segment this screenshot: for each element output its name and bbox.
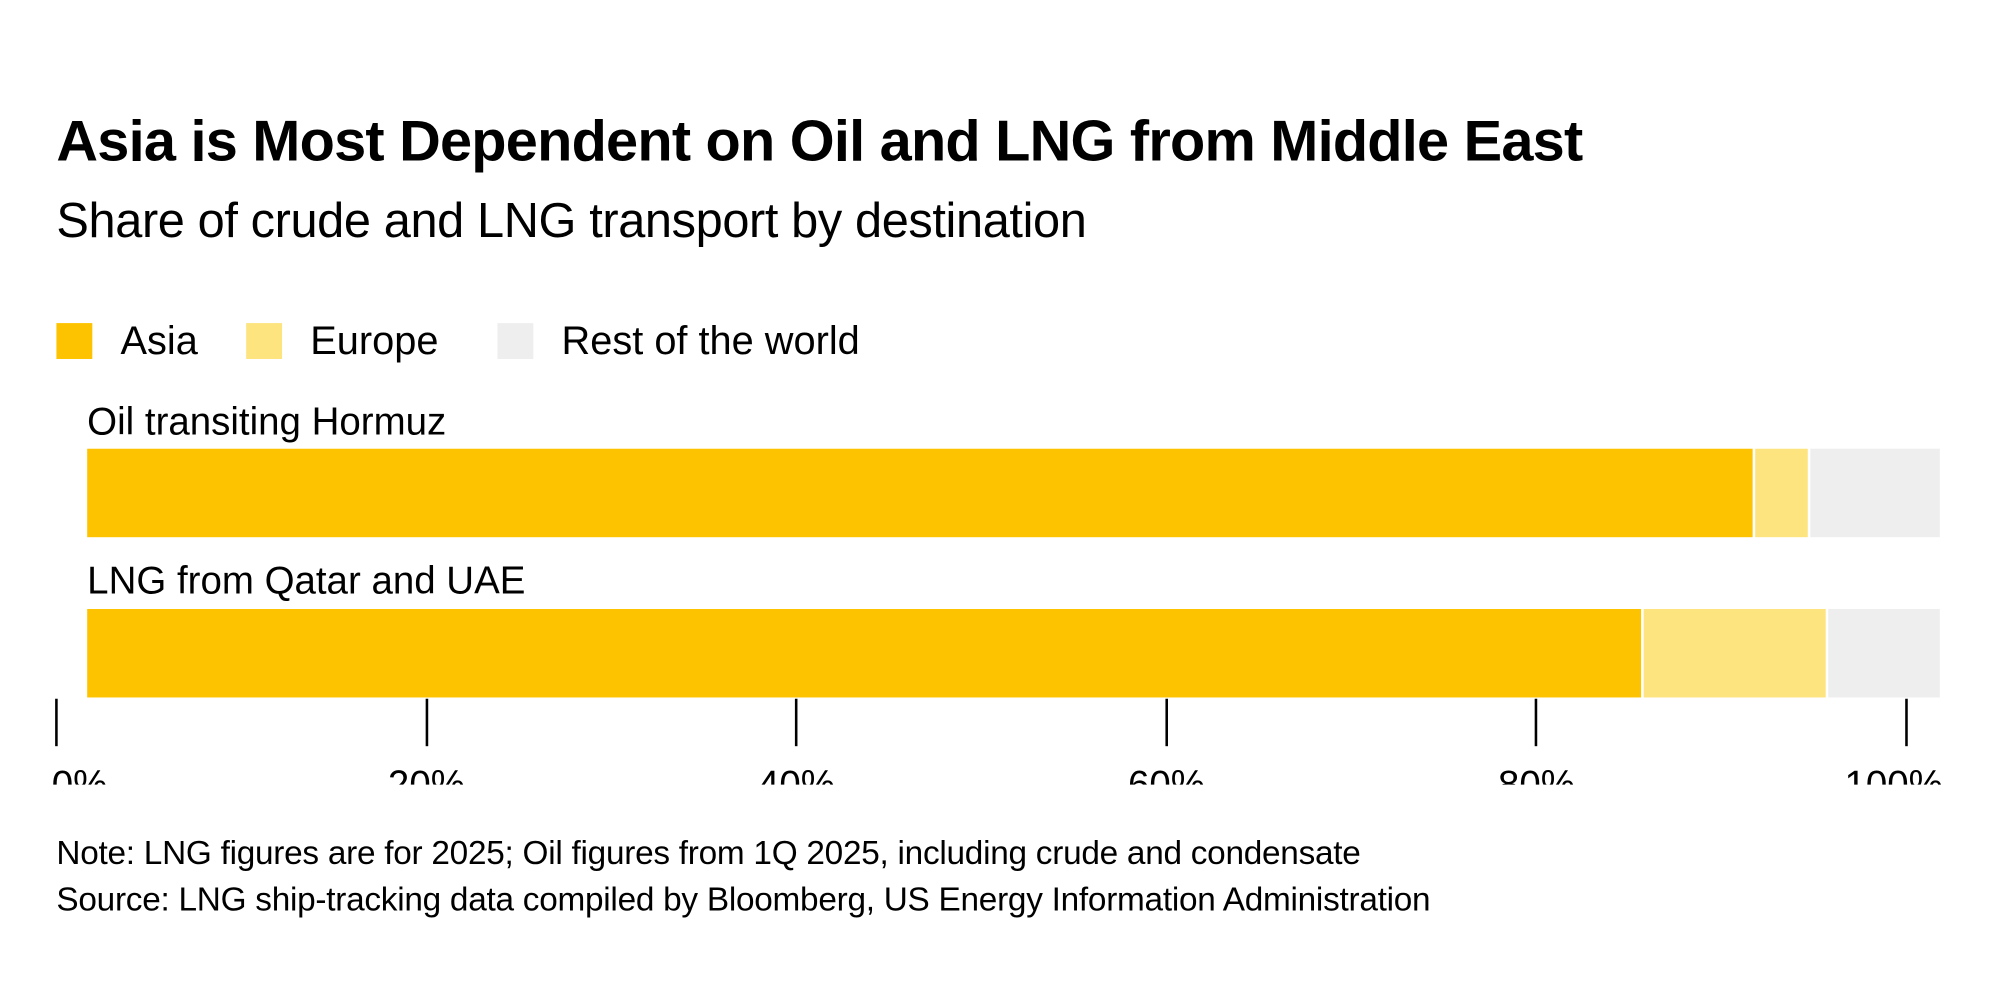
x-tick-label: 40% — [758, 764, 835, 785]
chart-note: Note: LNG figures are for 2025; Oil figu… — [56, 833, 1361, 872]
legend-label: Europe — [310, 317, 439, 363]
bar-oil — [87, 448, 1940, 538]
x-tick — [1165, 698, 1168, 747]
category-label: LNG from Qatar and UAE — [87, 560, 526, 603]
legend-swatch-asia — [56, 323, 93, 359]
legend-swatch-rest — [497, 323, 534, 359]
x-axis-labels: 0% 20% 40% 60% 80% 100% — [0, 756, 2000, 785]
x-tick — [1905, 698, 1908, 747]
bar-segment-europe — [1643, 608, 1827, 698]
chart-title: Asia is Most Dependent on Oil and LNG fr… — [56, 107, 1583, 174]
x-tick — [425, 698, 428, 747]
legend-item-rest: Rest of the world — [497, 317, 860, 364]
bar-segment-asia — [87, 608, 1641, 698]
x-tick — [1535, 698, 1538, 747]
chart-source: Source: LNG ship-tracking data compiled … — [56, 879, 1431, 918]
chart-subtitle: Share of crude and LNG transport by dest… — [56, 194, 1087, 249]
bar-segment-asia — [87, 448, 1752, 538]
legend-item-europe: Europe — [246, 318, 438, 364]
x-tick-label: 80% — [1498, 764, 1575, 785]
x-tick-label: 0% — [52, 764, 108, 785]
x-tick — [55, 698, 58, 747]
bar-segment-europe — [1754, 448, 1808, 538]
x-tick — [795, 698, 798, 747]
bar-segment-rest-of-the-world — [1828, 608, 1940, 698]
legend-label: Rest of the world — [561, 317, 860, 363]
bar-segment-rest-of-the-world — [1810, 448, 1940, 538]
bar-lng — [87, 608, 1940, 698]
x-tick-label: 60% — [1128, 764, 1205, 785]
x-tick-label: 100% — [1844, 764, 1942, 785]
legend-swatch-europe — [246, 323, 283, 359]
legend-label: Asia — [120, 317, 198, 363]
legend-item-asia: Asia — [56, 317, 198, 364]
category-label: Oil transiting Hormuz — [87, 401, 447, 444]
x-tick-label: 20% — [388, 764, 465, 785]
